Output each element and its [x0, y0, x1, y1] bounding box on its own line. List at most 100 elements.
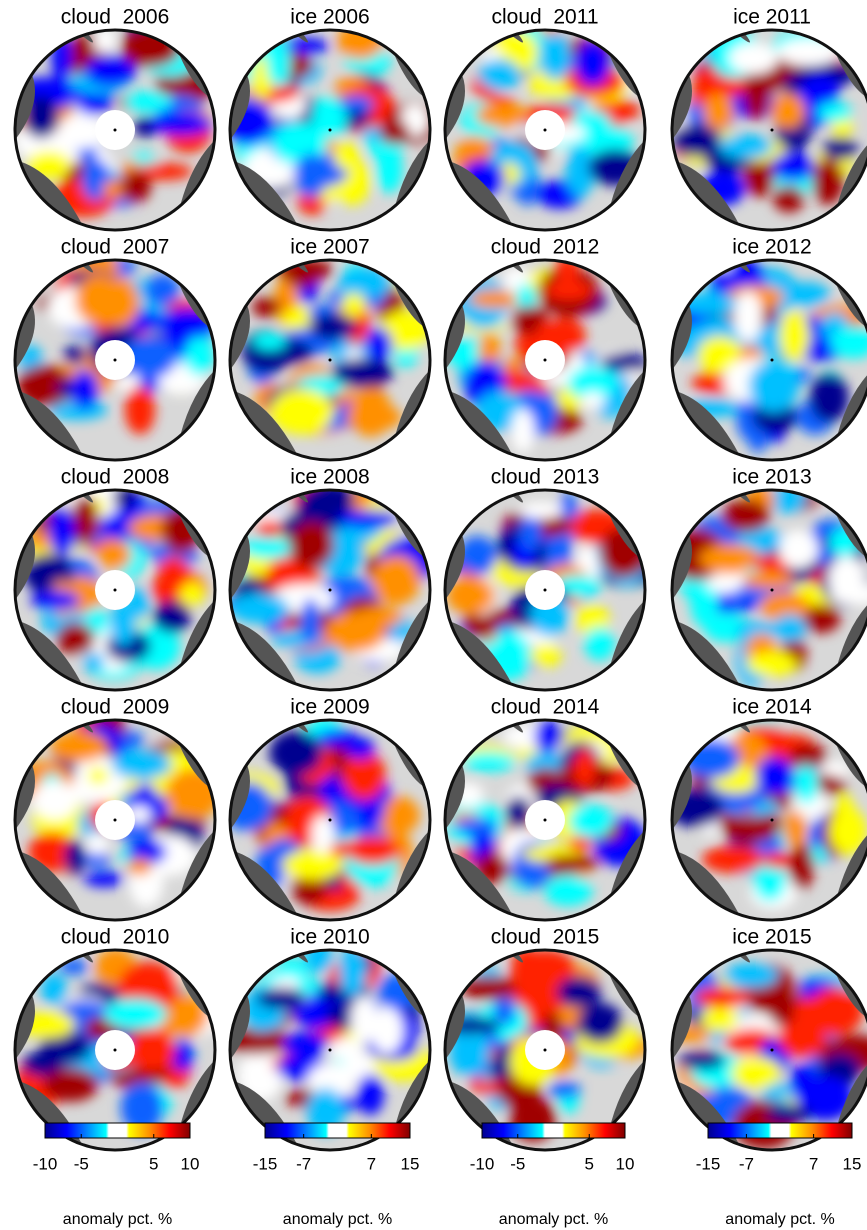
- colorbar-tick-label: 10: [181, 1154, 200, 1173]
- anomaly-blob: [546, 280, 593, 300]
- page: cloud 2006cloud 2007cloud 2008cloud 2009…: [0, 0, 867, 1230]
- colorbar-label: anomaly pct. %: [283, 1211, 392, 1228]
- anomaly-blob: [789, 842, 814, 889]
- pole-dot: [114, 819, 117, 822]
- colorbar-label: anomaly pct. %: [63, 1211, 172, 1228]
- polar-map: [445, 19, 645, 230]
- colorbar-tick-label: 7: [367, 1154, 376, 1173]
- anomaly-blob: [230, 593, 289, 623]
- anomaly-blob: [31, 590, 80, 610]
- anomaly-blob: [328, 1038, 363, 1061]
- colorbar-tick-label: -5: [510, 1154, 525, 1173]
- panel-title: cloud 2010: [61, 926, 170, 949]
- panel-title: cloud 2007: [61, 236, 170, 259]
- anomaly-blob: [731, 1057, 781, 1088]
- anomaly-blob: [346, 404, 402, 431]
- anomaly-blob: [64, 346, 86, 364]
- panel-title: ice 2014: [732, 696, 812, 719]
- anomaly-blob: [469, 290, 520, 308]
- anomaly-blob: [99, 540, 132, 571]
- anomaly-blob: [772, 152, 815, 181]
- colorbar-tick-label: -10: [33, 1154, 58, 1173]
- pole-dot: [544, 589, 547, 592]
- anomaly-blob: [575, 41, 610, 86]
- colorbar-tick-label: -7: [296, 1154, 311, 1173]
- anomaly-blob: [300, 599, 320, 644]
- pole-dot: [329, 589, 332, 592]
- anomaly-blob: [56, 623, 95, 656]
- anomaly-blob: [242, 537, 296, 559]
- colorbar-tick-label: -15: [253, 1154, 278, 1173]
- pole-dot: [544, 819, 547, 822]
- anomaly-blob: [574, 748, 596, 788]
- pole-dot: [771, 359, 774, 362]
- colorbar-label: anomaly pct. %: [499, 1211, 608, 1228]
- pole-dot: [114, 359, 117, 362]
- anomaly-blob: [337, 510, 395, 528]
- anomaly-blob: [548, 1082, 581, 1098]
- panel-title: ice 2013: [732, 466, 811, 489]
- anomaly-blob: [817, 103, 852, 122]
- anomaly-blob: [332, 358, 393, 387]
- anomaly-blob: [749, 360, 799, 412]
- panel-title: ice 2015: [732, 926, 811, 949]
- anomaly-blob: [755, 757, 793, 795]
- colorbar-tick-label: 5: [585, 1154, 594, 1173]
- panel-title: cloud 2015: [491, 926, 600, 949]
- anomaly-blob: [764, 852, 793, 868]
- anomaly-blob: [282, 850, 343, 880]
- anomaly-blob: [43, 1068, 98, 1102]
- anomaly-blob: [577, 1003, 623, 1043]
- anomaly-blob: [581, 392, 605, 409]
- anomaly-blob: [795, 765, 819, 804]
- anomaly-blob: [783, 810, 806, 848]
- pole-dot: [329, 1049, 332, 1052]
- panel-title: ice 2010: [290, 926, 369, 949]
- colorbar-tick-label: -10: [470, 1154, 495, 1173]
- anomaly-blob: [127, 858, 151, 875]
- anomaly-blob: [253, 332, 286, 349]
- anomaly-blob: [282, 1032, 328, 1057]
- anomaly-blob: [812, 158, 843, 205]
- anomaly-blob: [112, 750, 172, 779]
- pole-dot: [544, 359, 547, 362]
- anomaly-blob: [104, 998, 167, 1029]
- anomaly-blob: [269, 730, 322, 775]
- anomaly-blob: [65, 840, 86, 876]
- anomaly-blob: [779, 530, 818, 568]
- pole-dot: [114, 1049, 117, 1052]
- colorbar-tick-label: 10: [616, 1154, 635, 1173]
- anomaly-blob: [326, 612, 386, 652]
- anomaly-blob: [779, 310, 809, 361]
- anomaly-blob: [701, 1005, 738, 1032]
- anomaly-blob: [722, 499, 770, 532]
- panel-title: ice 2007: [290, 236, 369, 259]
- pole-dot: [544, 129, 547, 132]
- panel-title: cloud 2008: [61, 466, 170, 489]
- anomaly-blob: [83, 652, 105, 672]
- anomaly-blob: [252, 297, 281, 317]
- pole-dot: [114, 589, 117, 592]
- anomaly-blob: [319, 983, 344, 1002]
- anomaly-blob: [754, 863, 786, 901]
- anomaly-blob: [556, 254, 580, 284]
- panel-title: cloud 2009: [61, 696, 170, 719]
- anomaly-blob: [134, 1028, 176, 1071]
- anomaly-blob: [71, 495, 98, 544]
- anomaly-blob: [771, 93, 805, 128]
- anomaly-blob: [346, 836, 400, 865]
- pole-dot: [329, 129, 332, 132]
- panel-title: ice 2006: [290, 6, 369, 29]
- anomaly-blob: [59, 959, 88, 975]
- figure: cloud 2006cloud 2007cloud 2008cloud 2009…: [0, 0, 867, 1230]
- anomaly-blob: [810, 373, 849, 423]
- anomaly-blob: [783, 282, 830, 307]
- colorbar-tick-label: 15: [843, 1154, 862, 1173]
- panel-title: cloud 2014: [491, 696, 600, 719]
- anomaly-blob: [461, 976, 520, 999]
- pole-dot: [544, 1049, 547, 1052]
- anomaly-blob: [372, 555, 420, 605]
- anomaly-blob: [519, 502, 562, 519]
- anomaly-blob: [584, 627, 614, 661]
- anomaly-blob: [511, 408, 535, 452]
